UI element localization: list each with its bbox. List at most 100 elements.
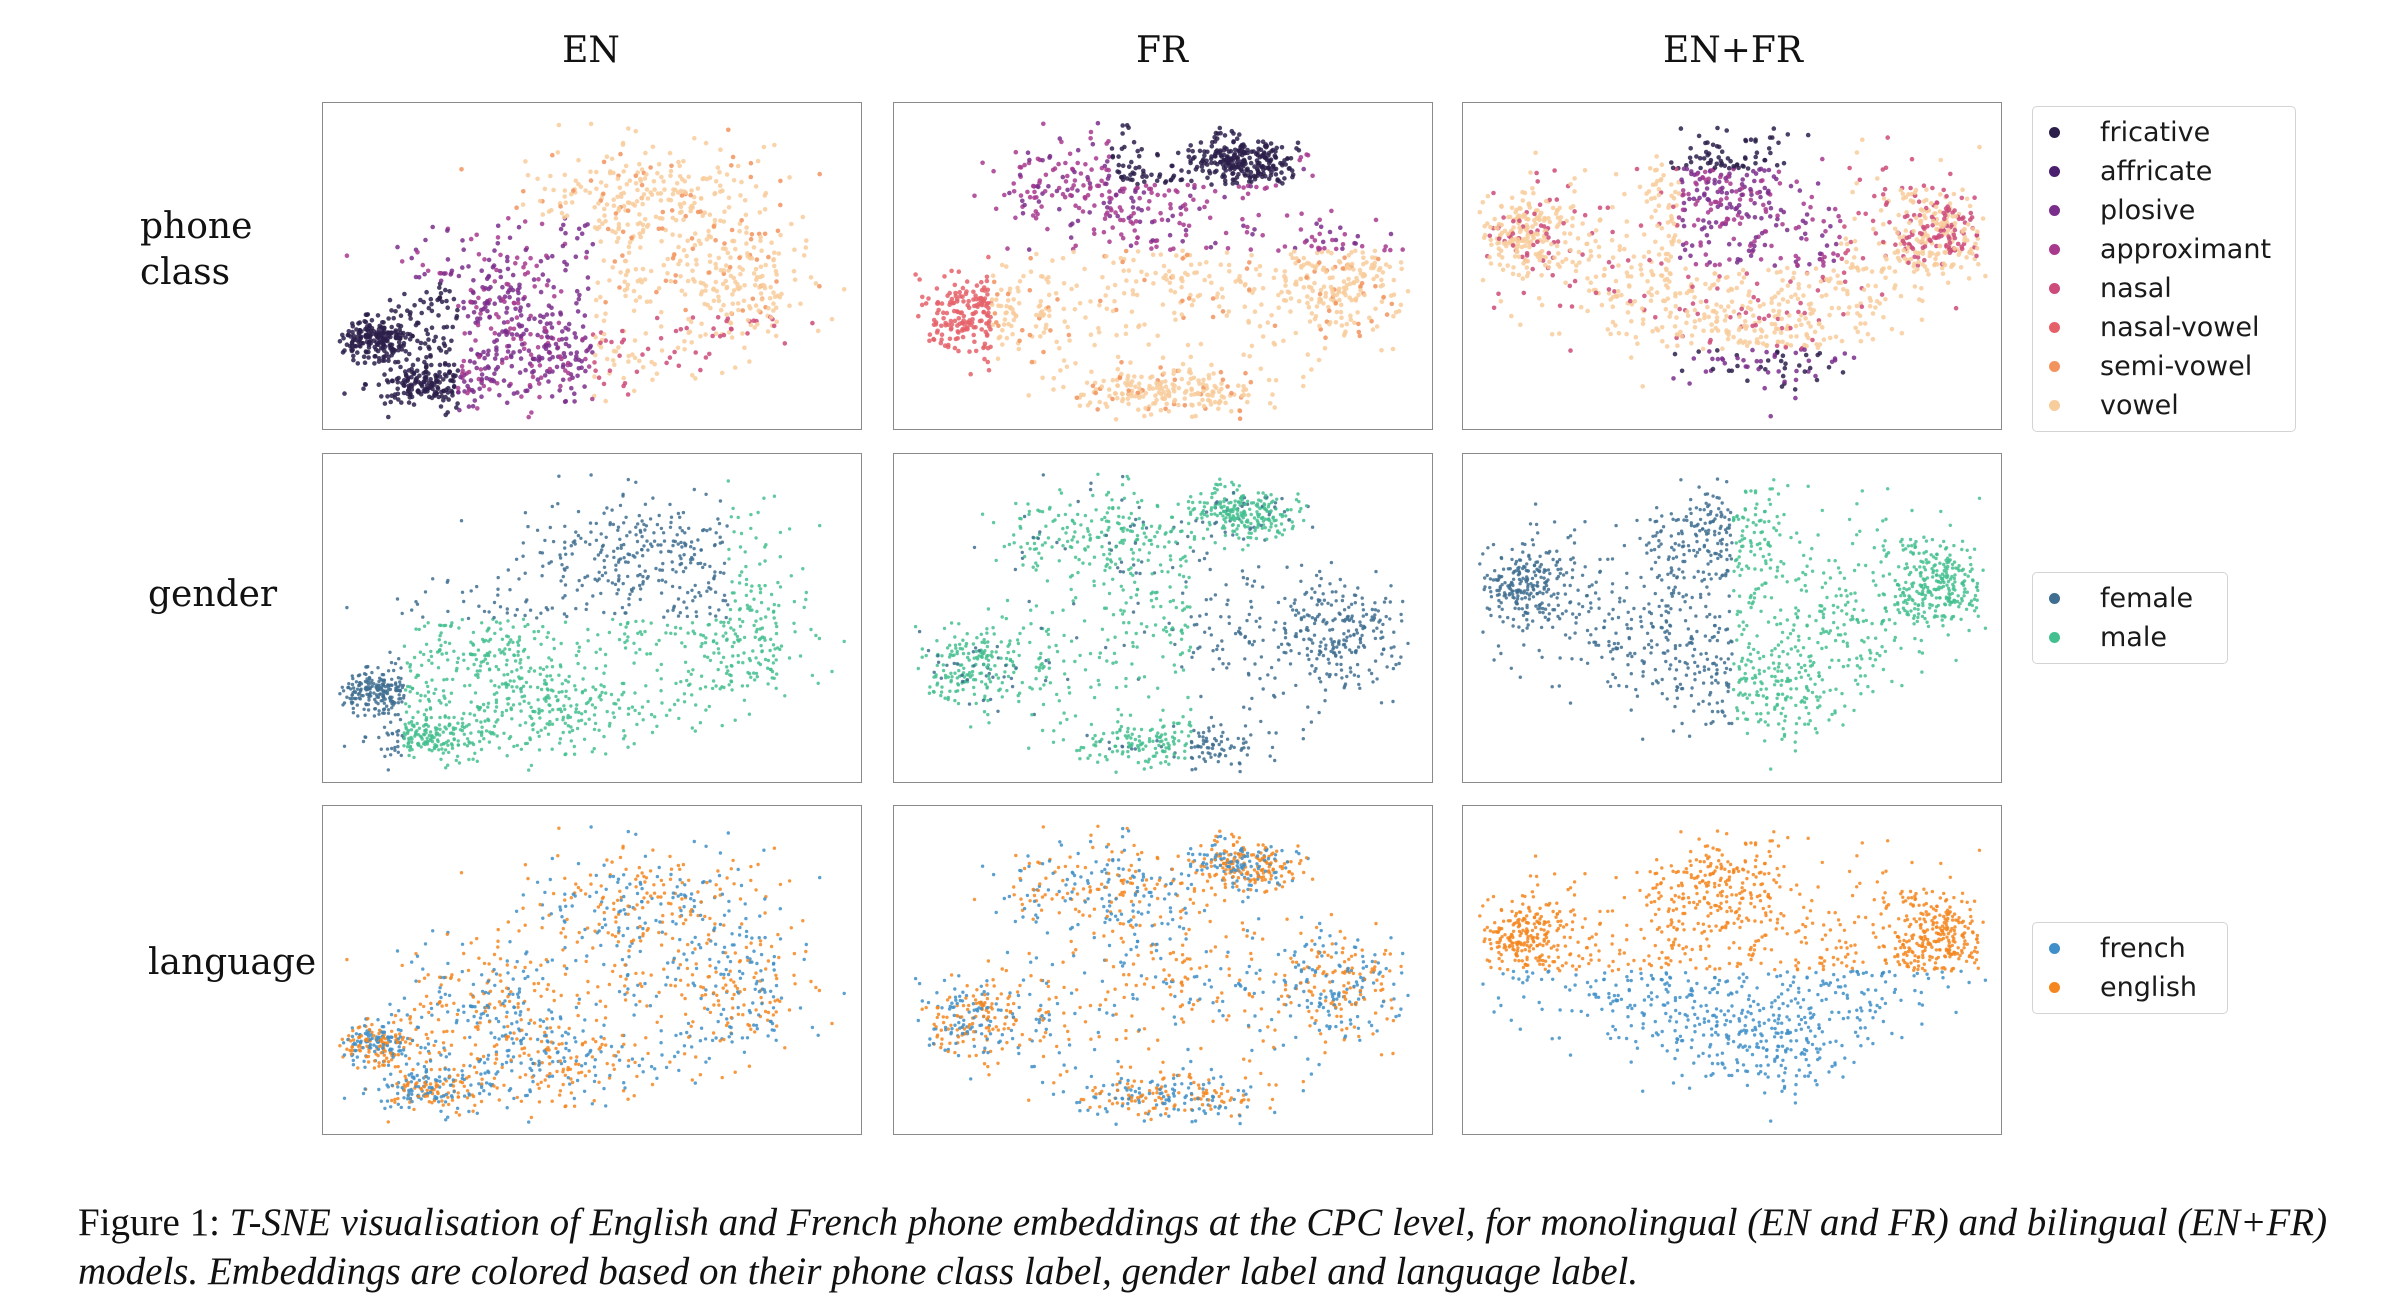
scatter-point — [546, 278, 551, 283]
scatter-point — [955, 323, 960, 328]
scatter-point — [393, 309, 398, 314]
scatter-point — [544, 253, 549, 259]
scatter-point — [1689, 340, 1694, 346]
scatter-point — [766, 682, 770, 686]
scatter-point — [342, 348, 347, 353]
scatter-point — [1934, 226, 1939, 232]
scatter-point — [1005, 291, 1011, 297]
scatter-point — [1179, 168, 1184, 173]
scatter-point — [389, 308, 394, 313]
scatter-point — [446, 743, 450, 747]
scatter-point — [1330, 237, 1335, 243]
scatter-point — [418, 340, 424, 346]
scatter-point — [1211, 371, 1216, 376]
scatter-point — [979, 327, 984, 332]
scatter-point — [1798, 300, 1803, 306]
scatter-point — [1093, 390, 1098, 396]
scatter-point — [1818, 279, 1824, 284]
scatter-point — [1157, 174, 1162, 179]
scatter-point — [1158, 210, 1163, 216]
scatter-point — [999, 287, 1004, 293]
scatter-point — [437, 370, 442, 375]
scatter-point — [1748, 197, 1754, 203]
scatter-point — [1210, 314, 1216, 320]
scatter-point — [344, 253, 350, 258]
scatter-point — [1008, 305, 1013, 311]
scatter-point — [1113, 391, 1118, 396]
scatter-point — [559, 210, 565, 216]
scatter-point — [1797, 363, 1802, 368]
scatter-point — [423, 237, 428, 243]
scatter-point — [549, 394, 555, 399]
scatter-point — [1113, 210, 1118, 215]
scatter-point — [726, 195, 732, 201]
scatter-point — [1092, 203, 1097, 208]
scatter-point — [1747, 340, 1752, 345]
scatter-point — [737, 265, 742, 270]
scatter-point — [737, 255, 742, 261]
scatter-point — [1752, 178, 1757, 184]
scatter-point — [388, 650, 392, 654]
scatter-point — [1066, 332, 1072, 338]
scatter-point — [916, 313, 921, 319]
scatter-point — [590, 703, 595, 707]
scatter-point — [1698, 240, 1703, 245]
scatter-point — [657, 513, 661, 518]
scatter-point — [1273, 155, 1279, 160]
scatter-point — [1144, 174, 1149, 179]
scatter-point — [774, 621, 778, 625]
scatter-point — [752, 597, 756, 601]
scatter-point — [742, 345, 747, 351]
scatter-point — [652, 187, 657, 192]
scatter-point — [1821, 260, 1826, 265]
scatter-point — [498, 274, 504, 280]
scatter-point — [1748, 137, 1754, 142]
scatter-point — [715, 315, 721, 320]
scatter-point — [504, 663, 509, 667]
scatter-point — [645, 196, 651, 201]
scatter-point — [761, 144, 767, 150]
scatter-point — [1182, 396, 1187, 401]
scatter-point — [563, 540, 567, 544]
scatter-point — [1482, 232, 1488, 238]
scatter-point — [1550, 273, 1555, 278]
scatter-point — [439, 389, 444, 395]
scatter-point — [1553, 211, 1559, 216]
scatter-point — [995, 356, 1001, 362]
scatter-point — [1509, 313, 1514, 319]
scatter-point — [1129, 159, 1134, 165]
scatter-point — [634, 533, 638, 537]
scatter-point — [955, 309, 961, 315]
scatter-point — [1677, 306, 1682, 312]
scatter-point — [1013, 215, 1018, 221]
scatter-point — [693, 257, 699, 263]
scatter-point — [1135, 181, 1140, 187]
scatter-point — [700, 213, 705, 218]
scatter-point — [695, 186, 701, 191]
scatter-point — [1088, 184, 1093, 190]
scatter-point — [778, 202, 783, 208]
scatter-point — [1048, 328, 1053, 333]
scatter-point — [536, 354, 542, 359]
scatter-point — [1133, 219, 1139, 224]
scatter-point — [1000, 328, 1005, 333]
scatter-point — [406, 400, 412, 405]
scatter-point — [626, 250, 632, 256]
scatter-point — [1805, 132, 1811, 138]
scatter-point — [1073, 361, 1078, 366]
scatter-point — [698, 367, 703, 373]
scatter-point — [1241, 352, 1246, 357]
scatter-point — [717, 183, 723, 188]
scatter-point — [1333, 320, 1339, 325]
scatter-point — [1207, 215, 1213, 221]
scatter-point — [1054, 188, 1060, 194]
scatter-point — [1123, 248, 1129, 254]
scatter-point — [1171, 368, 1177, 373]
scatter-point — [986, 254, 991, 260]
scatter-point — [1547, 259, 1552, 265]
scatter-point — [539, 221, 545, 227]
scatter-point — [1036, 199, 1042, 204]
scatter-point — [1189, 302, 1195, 308]
scatter-point — [407, 351, 412, 357]
scatter-point — [1710, 366, 1716, 372]
